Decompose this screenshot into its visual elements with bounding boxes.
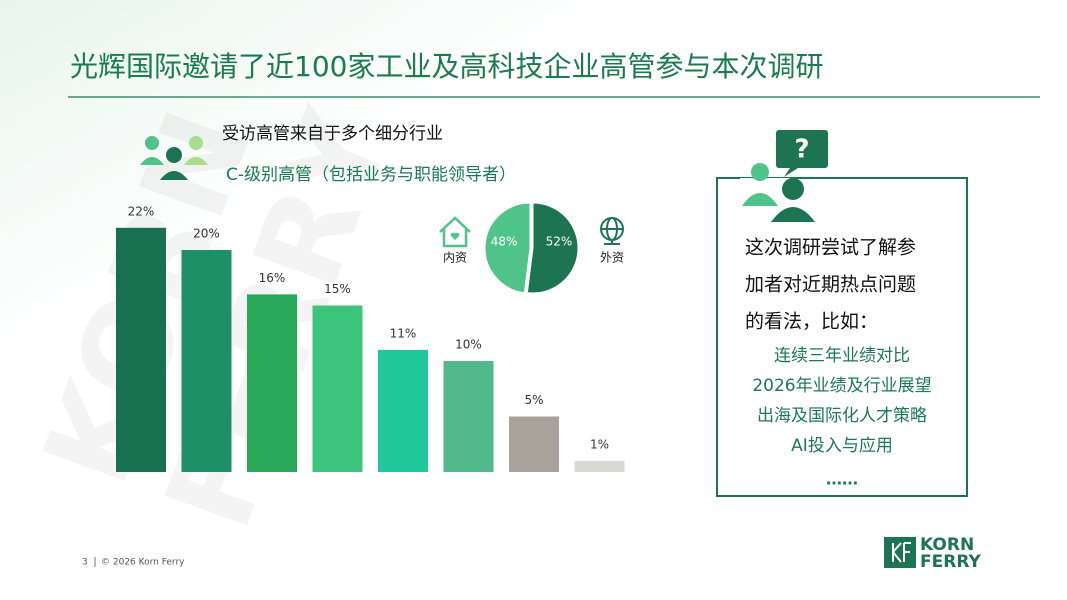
panel-intro: 这次调研尝试了解参 — [745, 237, 916, 259]
panel-intro: 加者对近期热点问题 — [745, 274, 916, 296]
copyright: © 2026 Korn Ferry — [101, 558, 185, 568]
globe-icon — [600, 217, 624, 245]
segment-label: C-级别高管（包括业务与职能领导者） — [226, 165, 516, 185]
pie-value-label: 52% — [546, 235, 573, 249]
title: 光辉国际邀请了近100家工业及高科技企业高管参与本次调研 — [70, 50, 823, 83]
subtitle: 受访高管来自于多个细分行业 — [222, 124, 443, 144]
pie-category-label: 内资 — [443, 251, 467, 265]
panel — [716, 177, 968, 497]
bar-value-label: 11% — [390, 326, 417, 340]
bar — [574, 460, 625, 472]
bar — [443, 361, 494, 472]
question-icon: ? — [740, 130, 828, 222]
pie-value-label: 48% — [491, 235, 518, 249]
bar-value-label: 10% — [455, 338, 482, 352]
bar — [181, 250, 232, 472]
svg-text:?: ? — [794, 135, 809, 165]
logo-text: KORN — [920, 535, 974, 555]
panel-item: 连续三年业绩对比 — [774, 346, 910, 366]
pie-slice — [484, 202, 531, 294]
panel-item: AI投入与应用 — [791, 436, 893, 456]
people-icon — [140, 136, 208, 180]
panel-item: 出海及国际化人才策略 — [757, 406, 927, 426]
logo-text: FERRY — [920, 552, 981, 572]
bar-value-label: 22% — [128, 204, 155, 218]
page-number: 3 — [82, 558, 88, 568]
bar-value-label: 20% — [193, 227, 220, 241]
bar — [378, 349, 428, 472]
bar-value-label: 5% — [524, 393, 543, 407]
bar-value-label: 15% — [324, 282, 351, 296]
bar — [116, 227, 166, 472]
panel-intro: 的看法，比如： — [745, 311, 878, 333]
pie-category-label: 外资 — [600, 251, 624, 265]
pie-slice — [526, 202, 579, 294]
bar-value-label: 1% — [590, 437, 609, 451]
logo-mark — [884, 537, 916, 568]
bar — [509, 416, 559, 472]
panel-item: 2026年业绩及行业展望 — [752, 376, 931, 396]
panel-ellipsis: …… — [826, 470, 858, 489]
home-icon — [439, 216, 471, 248]
bar — [247, 294, 297, 472]
bar-value-label: 16% — [259, 271, 286, 285]
bar — [312, 305, 363, 472]
